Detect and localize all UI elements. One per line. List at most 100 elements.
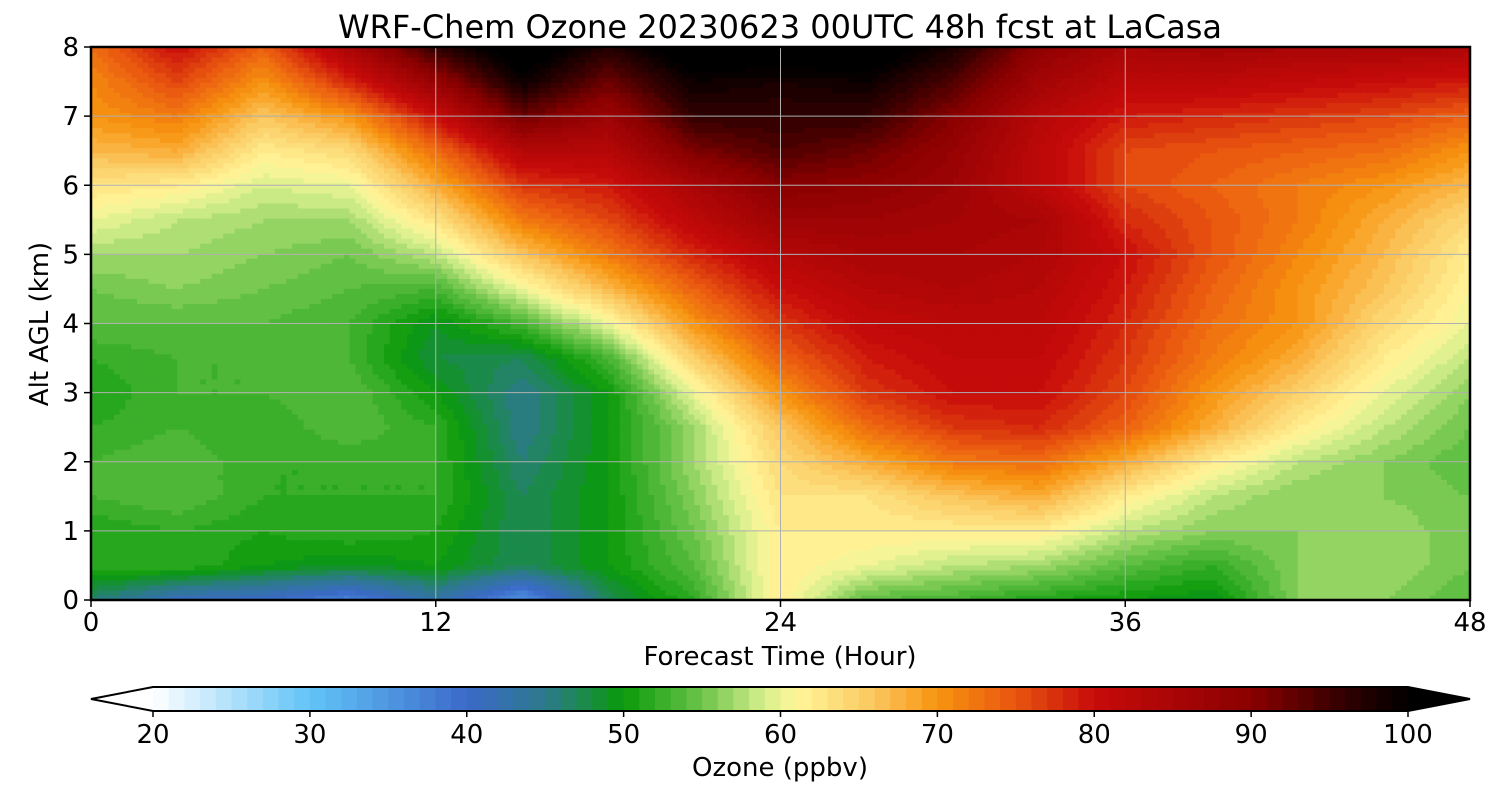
field-cell [929,504,937,511]
field-cell [1217,574,1224,581]
field-cell [521,534,529,541]
field-cell [315,579,322,586]
field-cell [636,544,644,551]
field-cell [1303,544,1310,551]
field-cell [430,539,437,546]
field-cell [849,539,856,546]
field-cell [315,569,322,576]
field-cell [131,564,138,571]
field-cell [378,569,385,576]
field-cell [1291,564,1299,571]
field-cell [654,554,661,561]
field-cell [470,539,477,546]
field-cell [1062,519,1069,526]
field-cell [1222,544,1230,551]
field-cell [855,529,862,536]
field-cell [91,544,98,551]
field-cell [1257,529,1264,536]
field-cell [240,554,247,561]
field-cell [832,539,839,546]
field-cell [361,524,368,531]
field-cell [165,579,173,586]
field-cell [441,534,448,541]
field-cell [521,499,529,506]
field-cell [1199,534,1207,541]
field-cell [309,579,316,586]
field-cell [1360,579,1368,586]
field-cell [125,589,132,596]
field-cell [935,499,942,506]
field-cell [751,554,759,561]
field-cell [401,579,408,586]
field-cell [975,504,983,511]
field-cell [1429,504,1437,511]
field-cell [280,524,287,531]
field-cell [177,569,184,576]
field-cell [303,509,310,516]
field-cell [326,539,333,546]
field-cell [320,509,328,516]
field-cell [251,514,259,521]
field-cell [958,509,965,516]
field-cell [929,569,937,576]
field-cell [1044,534,1052,541]
field-cell [424,574,431,581]
field-cell [837,539,845,546]
field-cell [596,504,603,511]
field-cell [251,574,259,581]
field-cell [361,574,368,581]
field-cell [849,594,856,600]
field-cell [458,559,466,566]
field-cell [498,534,506,541]
field-cell [1044,514,1052,521]
field-cell [1044,494,1052,501]
field-cell [165,549,173,556]
field-cell [435,554,443,561]
field-cell [602,589,609,596]
field-cell [384,569,391,576]
field-cell [671,514,678,521]
field-cell [958,594,965,600]
field-cell [1372,594,1379,600]
field-cell [1240,579,1247,586]
field-cell [1211,594,1218,600]
field-cell [1165,594,1172,600]
field-cell [165,554,173,561]
field-cell [148,509,155,516]
field-cell [929,559,937,566]
field-cell [395,509,402,516]
field-cell [280,499,287,506]
field-cell [234,494,241,501]
field-cell [1050,514,1057,521]
field-cell [665,544,672,551]
field-cell [1372,554,1379,561]
field-cell [1119,584,1126,591]
field-cell [332,529,339,536]
field-cell [320,559,328,566]
field-cell [211,594,219,600]
field-cell [1159,519,1167,526]
field-cell [1360,499,1368,506]
field-cell [297,544,305,551]
field-cell [1360,524,1368,531]
field-cell [625,574,632,581]
field-cell [136,564,144,571]
field-cell [1153,574,1161,581]
field-cell [1113,569,1121,576]
field-cell [1435,589,1442,596]
field-cell [757,574,764,581]
field-cell [430,494,437,501]
field-cell [872,499,879,506]
field-cell [654,499,661,506]
field-cell [1234,539,1241,546]
field-cell [843,524,851,531]
field-cell [452,534,460,541]
field-cell [579,554,586,561]
field-cell [1366,529,1373,536]
field-cell [1458,524,1465,531]
field-cell [734,594,741,600]
field-cell [1286,509,1293,516]
field-cell [1033,514,1040,521]
field-cell [1309,559,1316,566]
field-cell [797,589,805,596]
